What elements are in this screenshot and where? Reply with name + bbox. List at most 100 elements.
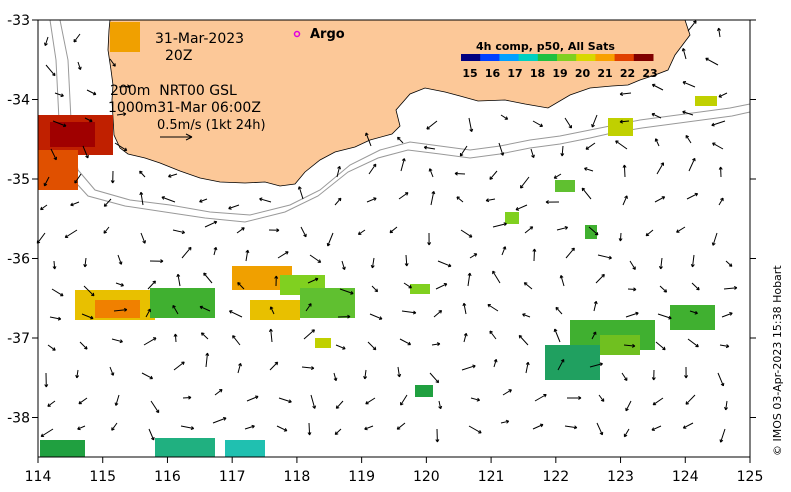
current-arrow	[228, 204, 240, 210]
plot-frame	[37, 19, 751, 458]
current-arrow	[598, 394, 605, 402]
current-arrow	[462, 302, 467, 315]
current-arrow	[47, 344, 56, 351]
current-arrow	[397, 136, 404, 144]
current-arrow	[82, 145, 89, 159]
current-arrow	[173, 361, 185, 371]
current-arrow	[244, 424, 255, 430]
current-arrow	[460, 229, 473, 238]
current-arrow	[564, 117, 572, 129]
current-arrow	[143, 337, 157, 346]
current-arrow	[534, 394, 547, 402]
y-axis: -33 -34 -35 -36 -37 -38	[7, 13, 756, 427]
current-arrow	[77, 425, 86, 431]
current-arrow	[277, 251, 289, 259]
scale-arrow	[160, 133, 193, 141]
current-arrow	[532, 248, 537, 262]
current-arrow	[401, 310, 417, 315]
current-arrow	[627, 287, 637, 292]
credit-text: © IMOS 03-Apr-2023 15:38 Hobart	[771, 265, 784, 456]
colorbar-ticks: 15 16 17 18 19 20 21 22 23	[462, 67, 657, 80]
colorbar-segment	[614, 54, 635, 61]
current-arrow	[307, 422, 312, 436]
current-arrow	[334, 197, 342, 206]
current-arrow	[690, 254, 695, 268]
current-arrow	[111, 338, 123, 344]
current-arrow	[114, 394, 120, 406]
current-arrow	[656, 162, 664, 175]
current-arrow	[676, 226, 686, 233]
current-arrow	[435, 428, 440, 443]
gsl-line-1: 200m NRT00 GSL	[110, 83, 237, 99]
current-arrow	[45, 64, 56, 77]
colorbar-segment	[499, 54, 520, 61]
colorbar-tick-label: 21	[597, 67, 612, 80]
current-arrow	[658, 257, 663, 270]
current-arrow	[719, 428, 726, 443]
current-arrow	[717, 27, 721, 38]
current-arrow	[525, 361, 530, 374]
current-arrow	[523, 282, 533, 290]
current-arrow	[118, 84, 131, 89]
current-arrow	[468, 425, 482, 434]
current-arrow	[687, 20, 697, 32]
gsl-line-2: 1000m31-Mar 06:00Z	[108, 100, 261, 116]
scale-label: 0.5m/s (1kt 24h)	[157, 118, 266, 133]
current-arrow	[47, 400, 56, 407]
colorbar-tick-label: 19	[552, 67, 567, 80]
x-tick-label: 121	[478, 469, 505, 485]
current-arrow	[684, 366, 689, 379]
current-arrow	[109, 58, 116, 67]
current-arrow	[50, 148, 57, 161]
current-arrow	[651, 425, 662, 431]
current-arrow	[705, 57, 719, 66]
current-arrow	[615, 140, 628, 150]
current-arrow	[180, 425, 195, 430]
current-arrow	[459, 145, 468, 157]
current-arrow	[400, 158, 406, 172]
current-arrow	[181, 246, 192, 259]
current-arrow	[404, 254, 409, 267]
current-arrow	[589, 362, 603, 368]
current-arrow	[103, 198, 112, 207]
current-arrow	[719, 344, 730, 349]
colorbar-segment	[633, 54, 654, 61]
y-tick-label: -36	[7, 252, 30, 268]
colorbar-segment	[518, 54, 539, 61]
current-arrow	[40, 204, 48, 211]
current-arrow	[182, 395, 192, 400]
current-arrow	[686, 192, 699, 200]
current-arrow	[515, 204, 528, 211]
current-vectors	[36, 20, 738, 443]
current-arrow	[259, 197, 272, 203]
colorbar-tick-label: 16	[485, 67, 501, 80]
current-arrow	[654, 138, 660, 147]
current-arrow	[148, 428, 155, 441]
current-arrow	[333, 372, 338, 382]
current-arrow	[307, 277, 319, 284]
current-arrow	[718, 166, 723, 178]
current-arrow	[557, 358, 565, 371]
current-arrow	[591, 114, 598, 128]
colorbar-tick-label: 23	[642, 67, 657, 80]
colorbar-title: 4h comp, p50, All Sats	[476, 40, 615, 53]
current-arrow	[489, 330, 497, 340]
current-arrow	[64, 229, 78, 238]
current-arrow	[560, 145, 565, 157]
colorbar-segment	[461, 54, 481, 61]
current-arrow	[237, 363, 242, 374]
current-arrow	[86, 89, 97, 96]
current-arrow	[365, 132, 372, 147]
current-arrow	[553, 173, 562, 179]
current-arrow	[368, 163, 377, 175]
current-arrow	[591, 331, 597, 340]
current-arrow	[172, 229, 186, 235]
current-arrow	[564, 425, 578, 430]
current-arrow	[397, 366, 402, 378]
current-arrow	[718, 92, 728, 98]
current-arrow	[228, 310, 243, 318]
current-arrow	[52, 120, 67, 128]
current-arrow	[619, 119, 630, 124]
current-arrow	[301, 366, 315, 371]
